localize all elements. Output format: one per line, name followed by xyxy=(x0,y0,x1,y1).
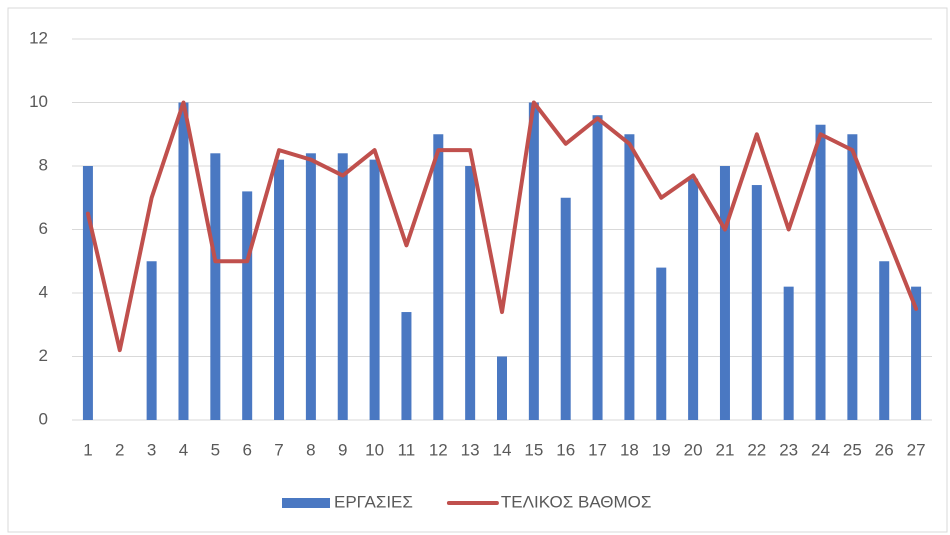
bar xyxy=(242,191,253,420)
legend-swatch xyxy=(282,498,330,508)
y-tick-label: 8 xyxy=(39,155,48,174)
bar xyxy=(911,286,922,420)
x-tick-label: 7 xyxy=(274,440,283,459)
x-tick-label: 4 xyxy=(179,440,188,459)
x-tick-label: 27 xyxy=(907,440,926,459)
x-tick-label: 2 xyxy=(115,440,124,459)
bar xyxy=(433,134,444,420)
x-tick-label: 15 xyxy=(524,440,543,459)
x-tick-label: 20 xyxy=(684,440,703,459)
bar xyxy=(751,185,762,420)
x-tick-label: 11 xyxy=(398,440,416,459)
x-tick-label: 21 xyxy=(716,440,735,459)
bar xyxy=(210,153,221,421)
y-tick-label: 10 xyxy=(29,92,48,111)
x-tick-label: 25 xyxy=(843,440,862,459)
bar xyxy=(879,261,890,420)
x-tick-label: 8 xyxy=(306,440,315,459)
bar xyxy=(305,153,316,421)
x-tick-label: 18 xyxy=(620,440,639,459)
y-tick-label: 0 xyxy=(39,409,48,428)
x-tick-label: 14 xyxy=(493,440,512,459)
y-tick-label: 12 xyxy=(29,28,48,47)
bar xyxy=(815,124,826,420)
x-tick-label: 22 xyxy=(747,440,766,459)
x-tick-label: 19 xyxy=(652,440,671,459)
x-tick-label: 13 xyxy=(461,440,480,459)
chart-border xyxy=(7,7,948,533)
x-tick-label: 1 xyxy=(83,440,92,459)
bar xyxy=(783,286,794,420)
bar xyxy=(337,153,348,421)
x-tick-label: 10 xyxy=(365,440,384,459)
x-tick-label: 16 xyxy=(556,440,575,459)
bar xyxy=(624,134,635,420)
bar xyxy=(528,102,539,420)
bar xyxy=(465,166,476,420)
legend-label: ΕΡΓΑΣΙΕΣ xyxy=(334,492,413,511)
line xyxy=(85,100,919,353)
x-tick-label: 6 xyxy=(242,440,251,459)
bar xyxy=(497,356,507,420)
bar xyxy=(146,261,157,420)
bar xyxy=(560,197,571,420)
y-tick-label: 6 xyxy=(39,219,48,238)
y-tick-label: 4 xyxy=(39,282,48,301)
x-tick-label: 17 xyxy=(588,440,607,459)
x-tick-label: 23 xyxy=(779,440,798,459)
x-tick-label: 26 xyxy=(875,440,894,459)
bar xyxy=(847,134,858,420)
x-tick-label: 5 xyxy=(211,440,220,459)
bar xyxy=(656,267,667,420)
legend-label: ΤΕΛΙΚΟΣ ΒΑΘΜΟΣ xyxy=(501,492,652,511)
x-tick-label: 9 xyxy=(338,440,347,459)
bar xyxy=(719,166,730,420)
bar xyxy=(82,166,93,420)
bar xyxy=(401,312,412,420)
x-tick-label: 12 xyxy=(429,440,448,459)
bar xyxy=(274,159,285,420)
y-tick-label: 2 xyxy=(39,346,48,365)
x-tick-label: 3 xyxy=(147,440,156,459)
bar xyxy=(592,115,603,420)
bar xyxy=(178,102,189,420)
x-tick-label: 24 xyxy=(811,440,830,459)
bar xyxy=(688,178,699,420)
bar xyxy=(369,159,380,420)
